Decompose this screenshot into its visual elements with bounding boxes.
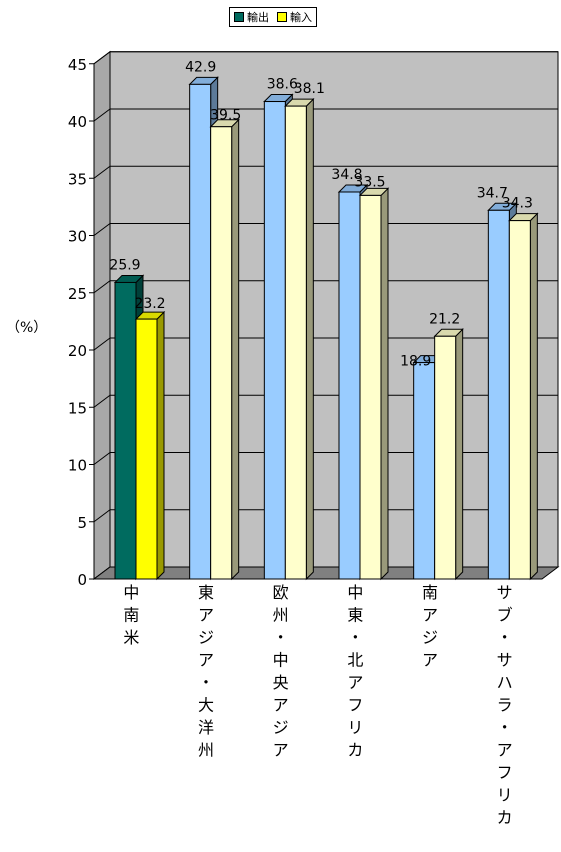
bar-side (380, 187, 389, 581)
y-tick-label: 15 (68, 399, 87, 417)
bar-import (508, 220, 531, 580)
x-category-label: 南アジア (422, 583, 438, 670)
x-category-label: 中東・北アフリカ (347, 583, 363, 760)
bar-export (338, 191, 361, 580)
bar-import (135, 318, 158, 580)
gridline-side (93, 223, 111, 236)
y-tick-label: 45 (68, 56, 87, 74)
bar-export (189, 83, 212, 580)
y-tick-label: 0 (77, 571, 87, 589)
bar-import (359, 194, 382, 580)
legend-swatch-import (277, 12, 287, 22)
bar-import (434, 335, 457, 580)
data-label: 34.7 (477, 185, 508, 201)
gridline-side (93, 394, 111, 408)
legend-label-export: 輸出 (247, 11, 269, 24)
data-label: 38.6 (267, 77, 298, 93)
y-tick-label: 5 (77, 514, 87, 532)
data-label: 38.1 (294, 81, 325, 97)
bar-export (114, 281, 137, 580)
legend-swatch-export (234, 12, 244, 22)
data-label: 21.2 (429, 311, 460, 327)
x-category-label: 欧州・中央アジア (273, 583, 289, 760)
gridline-side (93, 280, 111, 294)
plot-side-wall (93, 50, 111, 580)
x-category-label: 東アジア・大洋州 (198, 583, 214, 760)
data-label: 25.9 (109, 257, 140, 273)
y-axis-label: （%） (6, 320, 48, 336)
data-label: 23.2 (134, 296, 165, 312)
y-tick-label: 10 (68, 457, 87, 475)
bar-export (413, 362, 436, 580)
bar-export (487, 209, 510, 580)
y-tick-label: 30 (68, 228, 87, 246)
x-category-label: サブ・サハラ・アフリカ (497, 583, 513, 827)
y-tick-label: 20 (68, 342, 87, 360)
data-label: 18.9 (400, 354, 431, 370)
legend-label-import: 輸入 (290, 11, 312, 24)
y-tick-label: 25 (68, 285, 87, 303)
x-category-label: 中南米 (123, 583, 139, 647)
bar-import (284, 105, 307, 580)
data-label: 34.8 (331, 167, 362, 183)
gridline-side (93, 165, 111, 179)
y-tick-label: 40 (68, 113, 87, 131)
bar-side (156, 310, 165, 581)
bar-side (529, 212, 538, 581)
data-label: 33.5 (354, 174, 385, 190)
data-label: 39.5 (210, 108, 241, 124)
legend: 輸出 輸入 (229, 7, 317, 27)
gridline-side (93, 337, 111, 351)
gridline-side (93, 108, 111, 122)
data-label: 34.3 (502, 196, 533, 212)
gridline-side (93, 452, 111, 465)
bar-side (455, 328, 464, 581)
bar-export (263, 101, 286, 580)
bar-side (305, 97, 314, 581)
gridline-side (93, 509, 111, 523)
bar-side (231, 118, 240, 581)
y-tick-label: 35 (68, 170, 87, 188)
gridline-side (93, 51, 111, 65)
data-label: 42.9 (185, 59, 216, 75)
bar-import (210, 126, 233, 580)
